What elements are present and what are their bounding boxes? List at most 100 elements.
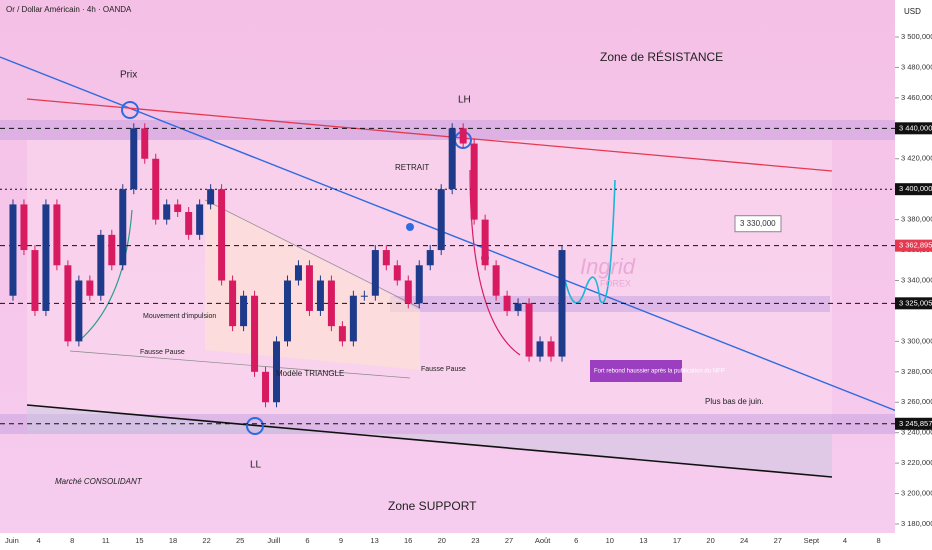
x-tick-label: 17 (673, 536, 681, 545)
candle (503, 295, 511, 311)
x-tick-label: 8 (70, 536, 74, 545)
target-box (734, 215, 782, 233)
x-tick-label: 11 (102, 536, 110, 545)
candle (448, 128, 456, 190)
candle (229, 280, 237, 327)
candle (558, 250, 566, 357)
candle (240, 295, 248, 327)
candle (53, 204, 61, 266)
impulse-arrow (79, 209, 133, 341)
x-tick-label: 27 (774, 536, 782, 545)
candle (9, 204, 17, 296)
price-label-bg (895, 183, 932, 196)
candle (514, 303, 522, 311)
annotation: LL (250, 460, 262, 471)
x-tick-label: Août (535, 536, 551, 545)
candle (119, 189, 127, 266)
watermark: Ingrid (580, 254, 636, 279)
candle (492, 265, 500, 296)
x-tick-label: 23 (471, 536, 479, 545)
x-tick-label: 13 (370, 536, 378, 545)
x-tick-label: 13 (639, 536, 647, 545)
annotation: Prix (120, 70, 137, 81)
candle (360, 295, 368, 297)
candle (536, 341, 544, 357)
y-tick-label: 3 380,000 (901, 215, 932, 224)
price-label: 3 400,000 (899, 184, 932, 193)
candle (371, 250, 379, 296)
candle (547, 341, 555, 357)
y-tick-label: 3 480,000 (901, 62, 932, 71)
candle (20, 204, 28, 251)
y-tick-label: 3 460,000 (901, 93, 932, 102)
x-tick-label: 20 (438, 536, 446, 545)
candle (382, 250, 390, 266)
y-tick-label: 3 280,000 (901, 367, 932, 376)
candle (294, 265, 302, 281)
trendline-red (26, 98, 833, 172)
x-tick-label: 22 (202, 536, 210, 545)
x-tick-label: Juin (5, 536, 19, 545)
y-tick-label: 3 260,000 (901, 397, 932, 406)
nfp-box (590, 360, 682, 382)
x-tick-label: 8 (877, 536, 881, 545)
x-tick-label: 10 (606, 536, 614, 545)
trendline-black (26, 404, 833, 478)
range-box (27, 140, 832, 430)
time-axis-bg (0, 533, 932, 550)
candle (459, 128, 467, 144)
annotation: Plus bas de juin. (705, 397, 764, 406)
candle (86, 280, 94, 296)
x-tick-label: 24 (740, 536, 748, 545)
candle (218, 189, 226, 281)
x-tick-label: 6 (305, 536, 309, 545)
candle (327, 280, 335, 327)
x-tick-label: 9 (339, 536, 343, 545)
annotation: Modèle TRIANGLE (276, 369, 344, 378)
candle (185, 212, 193, 235)
candle (316, 280, 324, 311)
annotation: LH (458, 95, 471, 106)
candle (283, 280, 291, 342)
target-label: 3 330,000 (740, 219, 776, 228)
y-tick-label: 3 300,000 (901, 336, 932, 345)
mid-band (390, 296, 830, 312)
candle (196, 204, 204, 235)
candle (426, 250, 434, 266)
annotation: Fausse Pause (421, 366, 466, 373)
annotation: Fort rebond haussier après la publicatio… (594, 369, 725, 375)
candle (75, 280, 83, 342)
y-tick-label: 3 420,000 (901, 154, 932, 163)
candle (64, 265, 72, 342)
candle (481, 219, 489, 266)
candle (152, 158, 160, 220)
price-label-bg (895, 297, 932, 310)
candle (349, 295, 357, 342)
marker-ll (246, 417, 264, 435)
candle (470, 143, 478, 220)
annotation: Marché CONSOLIDANT (55, 477, 143, 486)
annotation: Zone SUPPORT (388, 499, 477, 513)
price-label-bg (895, 417, 932, 430)
x-tick-label: 16 (404, 536, 412, 545)
trendline-blue (0, 56, 932, 426)
annotation: Zone de RÉSISTANCE (600, 49, 723, 64)
candle (404, 280, 412, 304)
candle (130, 128, 138, 190)
chart-title: Or / Dollar Américain · 4h · OANDA (6, 5, 132, 14)
touch-point (406, 223, 414, 231)
triangle-bottom (69, 350, 411, 379)
price-axis-bg (895, 0, 932, 550)
x-tick-label: Juill (267, 536, 280, 545)
candle (273, 341, 281, 403)
y-tick-label: 3 340,000 (901, 275, 932, 284)
candle (42, 204, 50, 311)
candle (305, 265, 313, 311)
watermark: FOREX (600, 278, 631, 288)
resistance-band (0, 120, 895, 140)
x-tick-label: 25 (236, 536, 244, 545)
candle (207, 189, 215, 205)
annotation: Fausse Pause (140, 349, 185, 356)
candle (141, 128, 149, 159)
x-tick-label: 27 (505, 536, 513, 545)
